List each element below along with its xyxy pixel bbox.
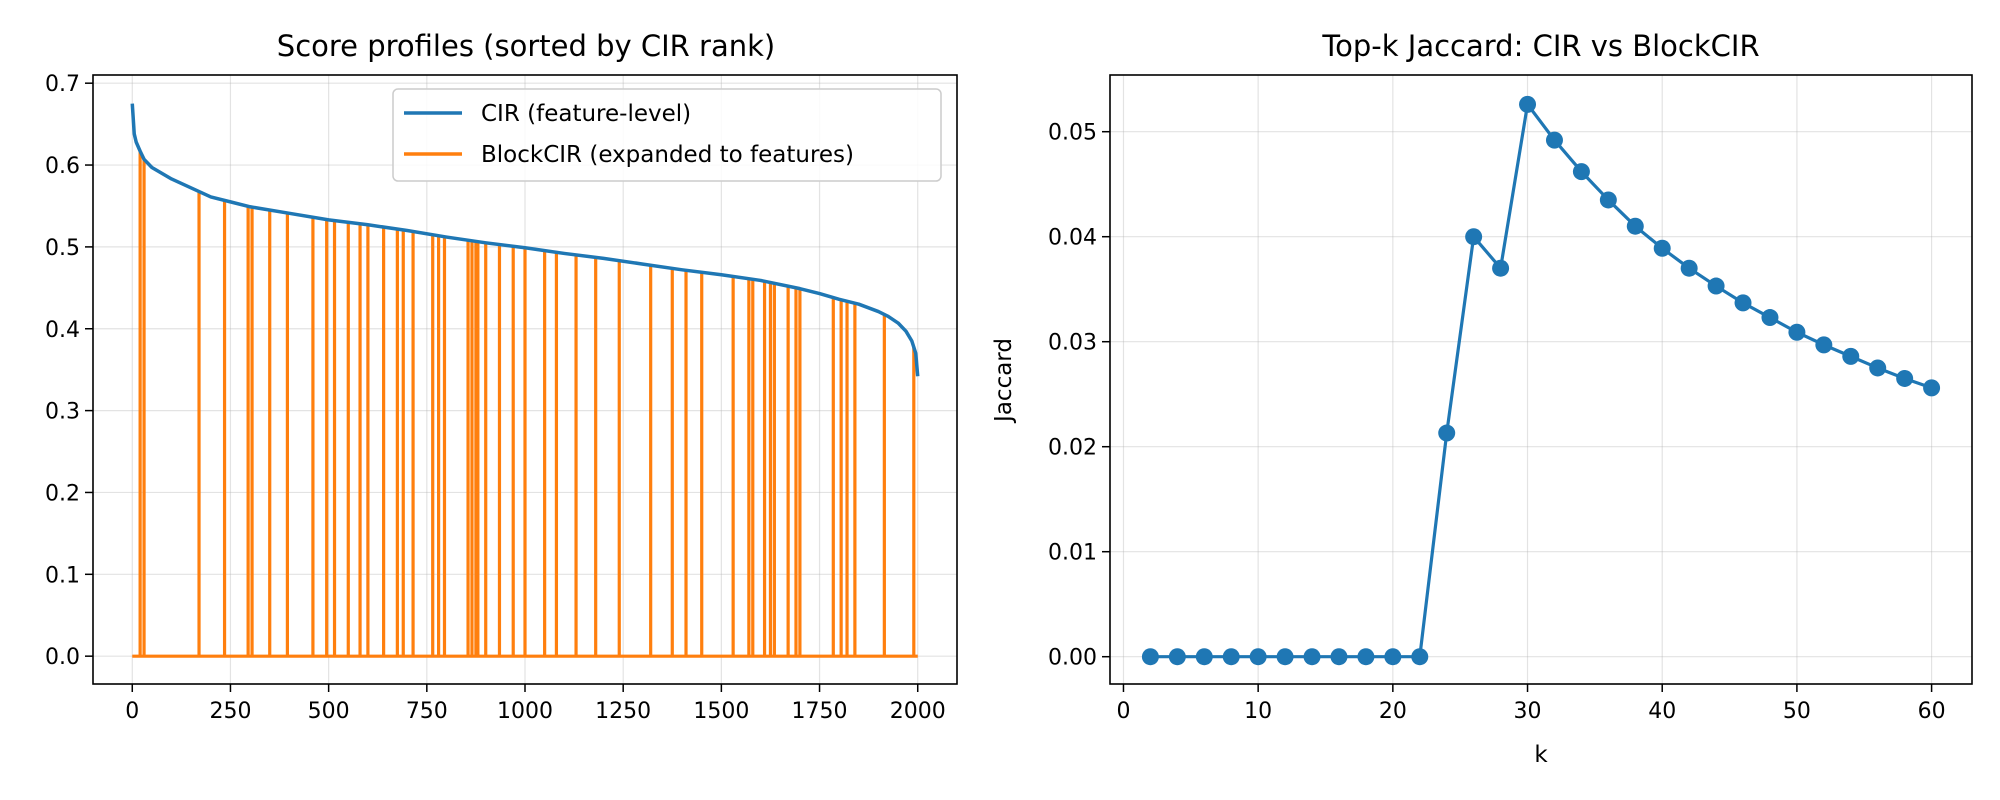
- right-chart-x-tick-label: 60: [1918, 699, 1946, 724]
- jaccard-data-point: [1276, 648, 1294, 666]
- right-chart-x-tick-label: 50: [1783, 699, 1811, 724]
- jaccard-data-point: [1815, 336, 1833, 354]
- right-chart-x-axis: 0 10 20 30 40 50 60: [1116, 684, 1946, 724]
- jaccard-data-point: [1680, 259, 1698, 277]
- left-chart-y-tick-label: 0.6: [45, 154, 80, 179]
- legend-box: [392, 88, 942, 182]
- jaccard-data-point: [1923, 379, 1941, 397]
- jaccard-data-point: [1330, 648, 1348, 666]
- jaccard-data-point: [1842, 347, 1860, 365]
- right-chart-frame: [1109, 74, 1973, 685]
- jaccard-data-point: [1653, 239, 1671, 257]
- left-chart-y-axis: 0.0 0.1 0.2 0.3 0.4 0.5 0.6 0.7: [45, 72, 93, 670]
- jaccard-data-point: [1357, 648, 1375, 666]
- right-chart-x-tick-label: 10: [1244, 699, 1272, 724]
- left-chart-x-tick-label: 1000: [497, 699, 553, 724]
- left-chart-x-tick-label: 500: [308, 699, 350, 724]
- jaccard-data-point: [1411, 648, 1429, 666]
- right-chart-x-tick-label: 0: [1116, 699, 1130, 724]
- left-chart-x-tick-label: 1750: [792, 699, 848, 724]
- right-chart-x-tick-label: 40: [1648, 699, 1676, 724]
- left-chart-x-axis: 0 250 500 750 1000 1250 1500 1750 2000: [125, 684, 946, 724]
- right-chart-x-axis-title: k: [1534, 742, 1548, 768]
- right-chart-y-axis: 0.00 0.01 0.02 0.03 0.04 0.05: [1048, 121, 1110, 671]
- left-chart-y-tick-label: 0.4: [45, 318, 80, 343]
- left-chart-plot-area: [130, 103, 920, 658]
- right-chart-y-tick-label: 0.01: [1048, 541, 1097, 566]
- right-chart-y-tick-label: 0.02: [1048, 436, 1097, 461]
- jaccard-data-point: [1303, 648, 1321, 666]
- left-chart-y-tick-label: 0.0: [45, 645, 80, 670]
- left-chart-x-tick-label: 1500: [693, 699, 749, 724]
- legend-label-cir: CIR (feature-level): [481, 101, 691, 127]
- jaccard-data-point: [1222, 648, 1240, 666]
- left-chart-y-tick-label: 0.5: [45, 236, 80, 261]
- cir-series-line: [130, 103, 920, 377]
- jaccard-data-point: [1734, 294, 1752, 312]
- jaccard-data-point: [1707, 277, 1725, 295]
- jaccard-data-point: [1545, 131, 1563, 149]
- left-chart-x-tick-label: 250: [209, 699, 251, 724]
- jaccard-data-point: [1599, 191, 1617, 209]
- left-chart-title: Score profiles (sorted by CIR rank): [277, 29, 775, 63]
- right-chart-panel: Top-k Jaccard: CIR vs BlockCIR 0 10 20 30 40…: [991, 29, 1973, 768]
- jaccard-data-point: [1788, 323, 1806, 341]
- left-chart-y-tick-label: 0.2: [45, 481, 80, 506]
- left-chart-y-tick-label: 0.7: [45, 72, 80, 97]
- jaccard-data-point: [1195, 648, 1213, 666]
- jaccard-data-point: [1384, 648, 1402, 666]
- right-chart-y-axis-title: Jaccard: [991, 338, 1017, 424]
- right-chart-title: Top-k Jaccard: CIR vs BlockCIR: [1321, 29, 1759, 63]
- jaccard-data-point: [1572, 163, 1590, 181]
- right-chart-y-tick-label: 0.04: [1048, 226, 1097, 251]
- left-chart-x-tick-label: 1250: [595, 699, 651, 724]
- jaccard-data-point: [1438, 424, 1456, 442]
- left-chart-x-tick-label: 0: [125, 699, 139, 724]
- legend-label-blockcir: BlockCIR (expanded to features): [481, 142, 854, 168]
- jaccard-data-point: [1519, 95, 1537, 113]
- jaccard-data-point: [1626, 217, 1644, 235]
- right-chart-y-tick-label: 0.00: [1048, 646, 1097, 671]
- right-chart-x-tick-label: 20: [1379, 699, 1407, 724]
- jaccard-data-point: [1492, 259, 1510, 277]
- jaccard-data-point: [1761, 309, 1779, 327]
- left-chart-x-tick-label: 750: [406, 699, 448, 724]
- right-chart-grid: [1110, 75, 1972, 684]
- jaccard-data-point: [1249, 648, 1267, 666]
- left-chart-x-tick-label: 2000: [890, 699, 946, 724]
- right-chart-y-tick-label: 0.03: [1048, 331, 1097, 356]
- left-chart-panel: Score profiles (sorted by CIR rank) 0 250…: [45, 29, 958, 724]
- jaccard-data-point: [1869, 359, 1887, 377]
- jaccard-data-point: [1168, 648, 1186, 666]
- jaccard-data-point: [1896, 369, 1914, 387]
- left-chart-legend: CIR (feature-level) BlockCIR (expanded t…: [392, 88, 942, 182]
- right-chart-x-tick-label: 30: [1514, 699, 1542, 724]
- right-chart-plot-area: [1141, 95, 1941, 666]
- jaccard-data-point: [1465, 228, 1483, 246]
- right-chart-y-tick-label: 0.05: [1048, 121, 1097, 146]
- left-chart-y-tick-label: 0.1: [45, 563, 80, 588]
- left-chart-y-tick-label: 0.3: [45, 400, 80, 425]
- jaccard-data-point: [1141, 648, 1159, 666]
